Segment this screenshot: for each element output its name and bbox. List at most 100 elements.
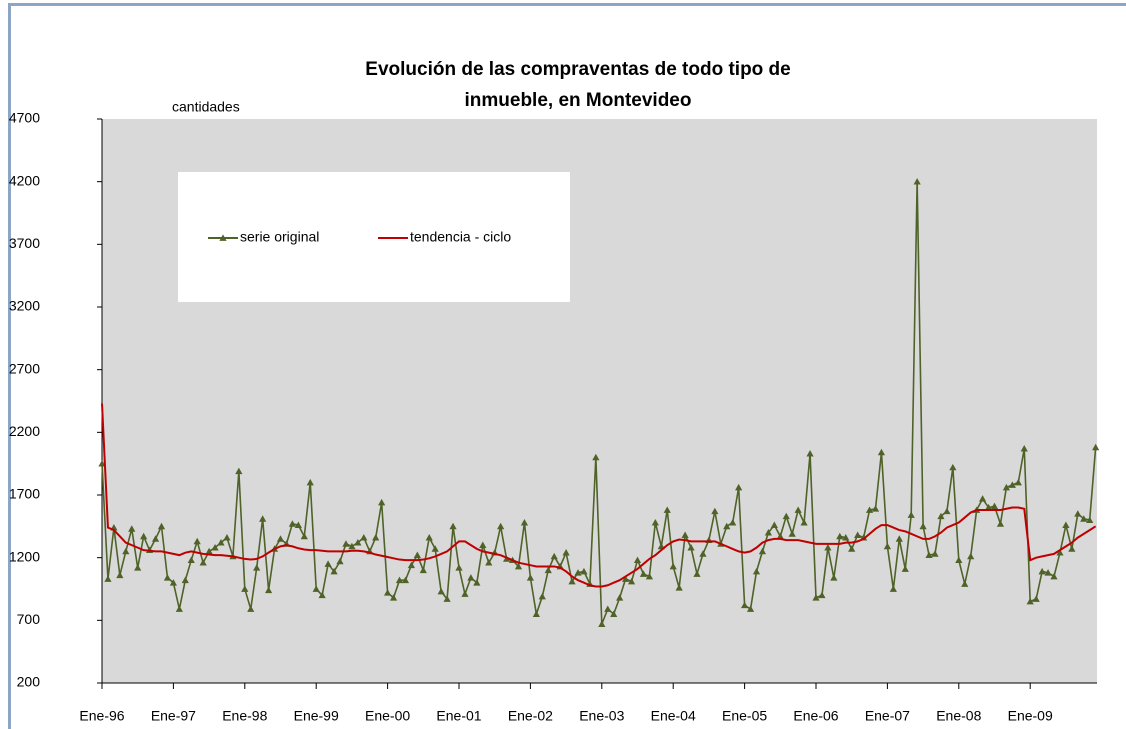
y-tick-label: 1700 [9,486,40,502]
data-point [181,576,189,584]
data-point [1056,549,1064,556]
data-point [812,594,820,601]
data-point [824,544,832,551]
data-point [223,534,231,541]
data-point [199,559,207,566]
data-point [104,575,112,582]
data-point [865,506,874,513]
data-point [389,594,398,601]
data-point [913,178,921,185]
data-point [1038,567,1046,575]
x-tick-label: Ene-96 [79,708,124,724]
y-axis-label: cantidades [172,99,240,115]
data-point [645,572,653,580]
data-point [1008,481,1016,488]
data-point [592,453,600,461]
data-point [300,532,308,540]
y-tick-label: 2700 [9,360,40,376]
data-point [949,463,957,471]
data-point [122,547,130,555]
data-point [175,605,183,612]
data-point [776,532,784,540]
data-point [854,531,862,538]
x-tick-label: Ene-04 [651,708,696,724]
data-point [163,574,172,581]
x-tick-label: Ene-99 [294,708,339,724]
data-point [413,551,421,559]
data-point [348,542,356,550]
data-point [479,541,487,549]
data-point [764,529,772,536]
data-point [931,550,939,557]
data-point [253,564,261,571]
data-point [675,584,683,591]
data-point [604,605,612,612]
legend-label: serie original [240,229,319,245]
data-point [520,518,529,526]
data-point [782,512,790,520]
data-point [895,535,903,542]
data-point [961,580,969,587]
x-tick-label: Ene-01 [436,708,481,724]
data-point [241,585,249,592]
data-point [842,534,850,541]
data-point [550,552,558,560]
data-point [1032,595,1040,602]
data-point [925,551,933,559]
data-point [889,585,897,592]
data-point [693,570,701,577]
data-point [342,540,350,547]
data-point [1050,572,1058,580]
data-point [211,544,219,551]
data-point [1020,445,1028,452]
data-point [883,542,891,550]
data-point [770,521,778,528]
data-point [711,507,719,515]
data-point [919,522,927,530]
data-point [485,559,493,566]
data-point [532,610,540,617]
data-point [187,556,195,564]
data-point [574,569,582,576]
data-point [526,574,534,581]
data-point [514,562,523,570]
data-point [562,549,570,556]
series-line [101,403,1097,588]
data-point [235,467,243,475]
x-tick-label: Ene-08 [936,708,981,724]
data-point [431,545,439,552]
data-point [639,570,648,577]
data-point [871,505,880,512]
data-point [955,556,963,564]
data-point [723,522,731,530]
data-point [1044,569,1052,576]
legend [178,172,570,302]
data-point [568,577,576,585]
data-point [746,605,755,612]
data-point [1014,478,1022,486]
data-point [990,502,999,510]
data-point [699,550,707,557]
data-point [633,556,642,564]
data-point [151,535,160,542]
data-point [169,579,177,586]
data-point [758,547,767,555]
data-point [681,531,689,538]
data-point [830,574,838,581]
data-point [217,539,225,546]
data-point [497,522,505,530]
x-tick-label: Ene-06 [793,708,838,724]
data-point [907,511,915,518]
data-point [669,562,677,570]
data-point [276,535,285,542]
data-point [205,547,213,555]
data-point [967,552,975,560]
data-point [437,587,445,595]
data-point [580,567,588,575]
y-tick-label: 3700 [9,235,40,251]
data-point [330,567,338,575]
data-point [729,518,737,526]
data-point [467,574,475,581]
